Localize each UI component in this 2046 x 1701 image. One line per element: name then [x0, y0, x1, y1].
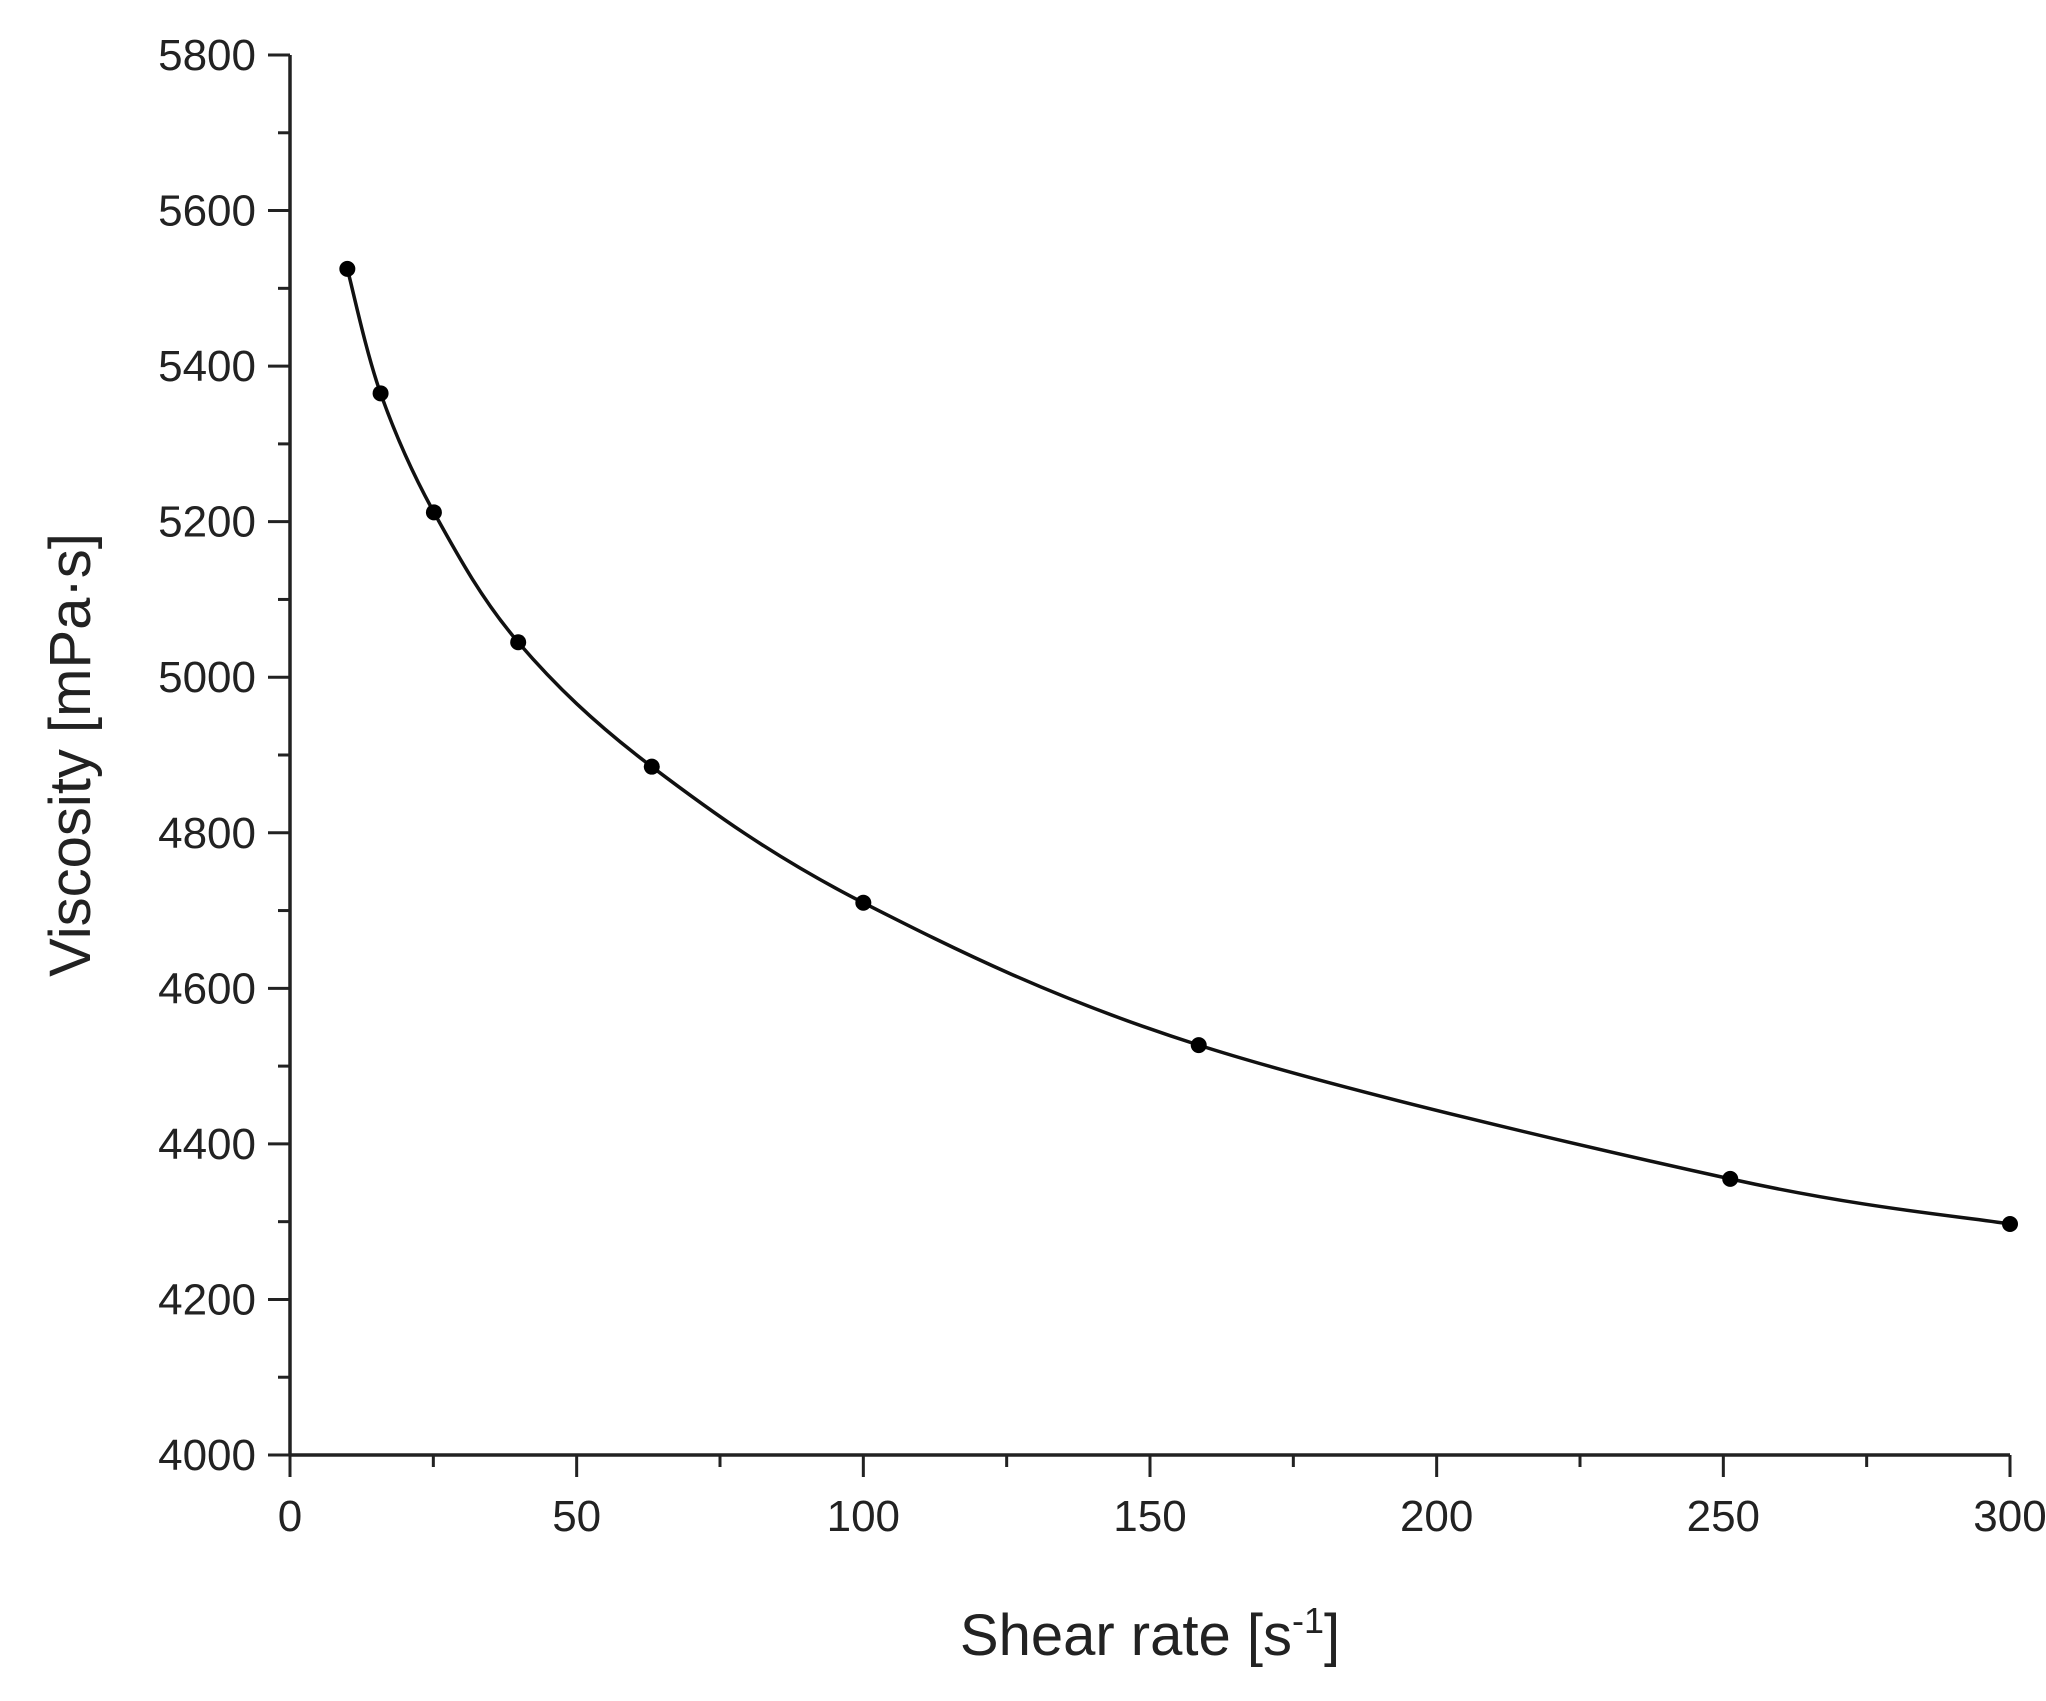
x-tick-label: 0	[278, 1492, 302, 1541]
x-tick-label: 200	[1400, 1492, 1473, 1541]
y-axis-title: Viscosity [mPa·s]	[38, 533, 103, 977]
series-group	[339, 260, 2018, 1232]
y-tick-label: 5200	[158, 498, 256, 547]
axes	[288, 55, 2010, 1457]
y-tick-label: 5000	[158, 653, 256, 702]
data-point	[2002, 1216, 2018, 1232]
x-axis-title: Shear rate [s-1]	[960, 1600, 1340, 1668]
data-point	[339, 260, 356, 277]
data-point	[510, 634, 527, 651]
x-tick-label: 50	[552, 1492, 601, 1541]
x-axis-title-suffix: ]	[1324, 1603, 1340, 1668]
y-tick-label: 4600	[158, 964, 256, 1013]
data-point	[1190, 1037, 1207, 1054]
y-tick-label: 4400	[158, 1120, 256, 1169]
x-tick-label: 150	[1113, 1492, 1186, 1541]
y-tick-label: 4200	[158, 1275, 256, 1324]
data-point	[643, 758, 660, 775]
y-tick-label: 5600	[158, 187, 256, 236]
axis-ticks	[268, 53, 2012, 1477]
data-point	[425, 504, 442, 521]
data-point	[855, 894, 872, 911]
x-tick-label: 300	[1973, 1492, 2046, 1541]
y-tick-label: 4800	[158, 809, 256, 858]
data-point	[372, 385, 389, 402]
series-line	[345, 268, 2011, 1226]
x-axis-title-text: Shear rate [s	[960, 1603, 1292, 1668]
x-tick-label: 250	[1687, 1492, 1760, 1541]
x-tick-label: 100	[827, 1492, 900, 1541]
y-tick-label: 5400	[158, 342, 256, 391]
data-point	[1722, 1170, 1739, 1187]
y-tick-label: 4000	[158, 1431, 256, 1480]
x-axis-title-superscript: -1	[1292, 1600, 1324, 1641]
y-tick-label: 5800	[158, 31, 256, 80]
axis-tick-labels: 4000 4200 4400 4600 4800 5000 5200 5400 5600 5800…	[158, 31, 2046, 1541]
